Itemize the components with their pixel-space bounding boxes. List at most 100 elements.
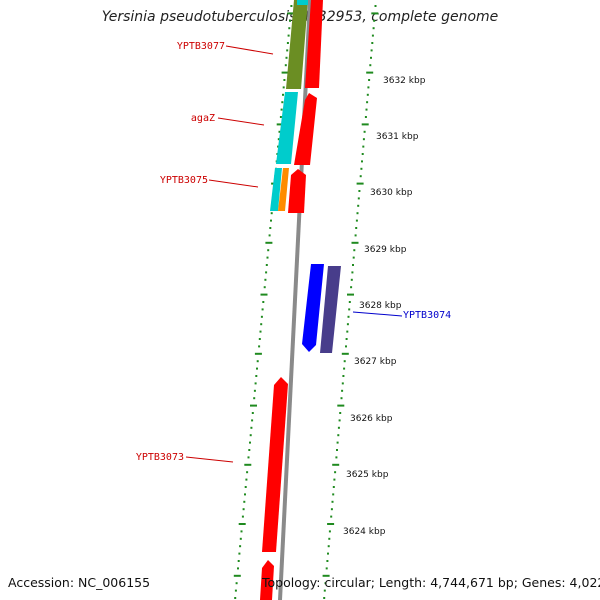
right-tick — [355, 227, 358, 229]
right-tick — [354, 234, 357, 237]
left-tick — [239, 545, 242, 548]
left-tick — [282, 93, 284, 96]
left-tick — [264, 278, 267, 281]
feature-label-yptb3074[interactable]: YPTB3074 — [403, 310, 451, 321]
gene-arrow-yptb3074[interactable] — [302, 264, 324, 352]
right-tick — [366, 71, 374, 74]
right-tick — [351, 241, 359, 244]
left-tick — [278, 130, 281, 133]
left-tick — [277, 138, 280, 141]
right-tick — [336, 441, 339, 444]
right-tick — [330, 508, 333, 511]
left-tick — [280, 108, 283, 111]
right-tick — [371, 34, 374, 37]
right-tick-column — [322, 5, 379, 599]
scale-label-3628: 3628 kbp — [359, 301, 402, 311]
right-tick — [347, 315, 350, 318]
right-tick — [335, 456, 338, 459]
right-tick — [337, 434, 340, 437]
right-tick — [323, 597, 326, 599]
gene-arrow-yptb3075-fwd[interactable] — [288, 169, 306, 213]
right-tick — [356, 182, 364, 185]
gene-arrow-yptb3073[interactable] — [262, 377, 288, 552]
left-tick — [281, 101, 284, 104]
left-tick — [254, 352, 262, 355]
leader-line-yptb3073 — [185, 456, 234, 463]
right-tick — [357, 204, 360, 207]
left-tick — [233, 574, 241, 577]
gene-arrow-bottom[interactable] — [260, 560, 274, 600]
left-tick — [234, 597, 237, 599]
gene-block-olive[interactable] — [286, 0, 308, 89]
left-tick — [250, 426, 253, 429]
left-tick — [267, 249, 270, 252]
right-tick — [346, 323, 349, 326]
left-tick — [288, 27, 291, 30]
right-tick — [345, 345, 347, 348]
right-tick — [332, 493, 335, 496]
right-tick — [371, 12, 379, 15]
left-tick — [249, 434, 252, 437]
right-tick — [370, 49, 373, 52]
left-tick — [265, 264, 268, 266]
left-tick — [260, 315, 263, 318]
left-tick — [281, 71, 289, 74]
gene-block-cyan-agaZ[interactable] — [276, 92, 298, 164]
left-tick — [244, 493, 246, 496]
right-tick — [371, 42, 374, 44]
left-tick — [287, 12, 295, 15]
left-tick — [258, 345, 261, 348]
scale-label-3625: 3625 kbp — [346, 470, 389, 480]
leader-line-yptb3075 — [208, 179, 259, 188]
gene-block-cyan-top[interactable] — [297, 0, 308, 5]
right-tick — [357, 197, 360, 200]
left-tick — [260, 323, 263, 326]
left-tick — [246, 471, 249, 474]
left-tick — [253, 397, 256, 400]
left-tick — [268, 234, 271, 237]
right-tick — [355, 219, 358, 222]
feature-label-agaZ[interactable]: agaZ — [191, 113, 215, 124]
feature-label-yptb3077[interactable]: YPTB3077 — [177, 41, 225, 52]
left-tick — [286, 42, 289, 44]
right-tick — [332, 463, 340, 466]
gene-arrow-top[interactable] — [305, 0, 323, 88]
right-tick — [369, 64, 372, 67]
right-tick — [332, 486, 335, 488]
right-tick — [370, 56, 372, 59]
feature-label-yptb3075[interactable]: YPTB3075 — [160, 175, 208, 186]
left-tick — [238, 552, 241, 555]
left-tick — [284, 64, 287, 67]
left-tick — [241, 515, 244, 518]
right-tick — [326, 560, 329, 562]
left-tick — [260, 293, 268, 296]
right-tick — [356, 212, 359, 215]
right-tick — [337, 426, 340, 429]
left-tick — [245, 478, 248, 481]
gene-block-slate[interactable] — [320, 266, 341, 353]
right-tick — [361, 123, 369, 126]
right-tick — [374, 5, 377, 7]
gene-block-orange[interactable] — [278, 168, 289, 211]
left-tick — [258, 338, 261, 340]
right-tick — [341, 382, 344, 385]
left-tick — [286, 49, 289, 52]
left-tick — [282, 86, 285, 89]
left-tick — [234, 589, 237, 592]
right-tick — [362, 138, 365, 141]
left-tick — [287, 34, 290, 37]
right-tick — [367, 86, 370, 89]
right-tick — [325, 567, 328, 570]
gene-arrow-agaZ-fwd[interactable] — [294, 93, 317, 165]
left-tick — [270, 212, 273, 215]
gene-block-cyan-small[interactable] — [270, 168, 282, 211]
right-tick — [336, 449, 338, 451]
scale-label-3631: 3631 kbp — [376, 132, 419, 142]
right-tick — [348, 301, 351, 303]
right-tick — [345, 338, 348, 340]
left-tick — [255, 375, 258, 377]
left-tick — [253, 389, 256, 392]
right-tick — [323, 589, 326, 592]
feature-label-yptb3073[interactable]: YPTB3073 — [136, 452, 184, 463]
